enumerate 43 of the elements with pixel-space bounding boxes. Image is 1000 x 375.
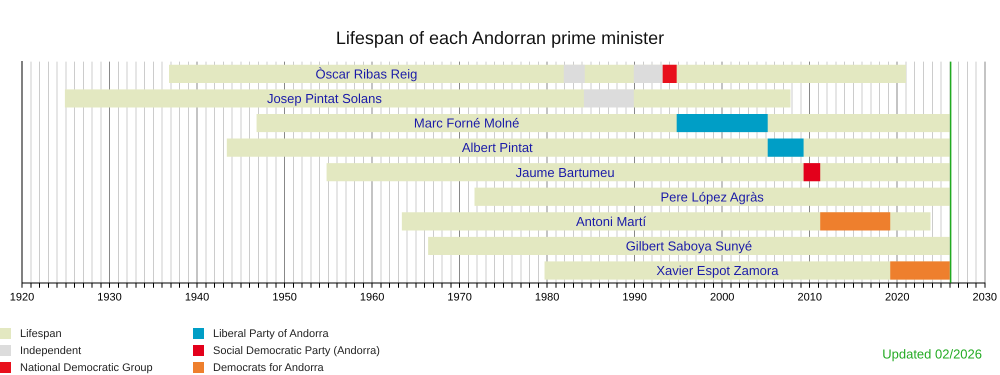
chart-title: Lifespan of each Andorran prime minister [336,28,664,48]
y-tick-label: Pere López Agràs [660,189,764,204]
ref-line-label: Updated 02/2026 [882,346,982,362]
bar [820,212,890,230]
bar [890,261,950,280]
bar [584,89,634,108]
bar [64,89,790,108]
bar [326,163,950,182]
y-tick-label: Antoni Martí [576,214,646,229]
y-tick-label: Xavier Espot Zamora [656,263,780,278]
y-tick-label: Marc Forné Molné [414,116,520,131]
bar [676,114,768,132]
x-tick-label: 1980 [534,291,560,304]
y-tick-label: Jaume Bartumeu [516,164,615,180]
legend-label: Lifespan [20,328,62,340]
bar [804,163,820,182]
bar [428,236,950,256]
x-tick-label: 2020 [885,291,910,304]
y-tick-label: Josep Pintat Solans [266,91,382,106]
x-tick-label: 1960 [360,291,384,304]
x-tick-label: 2010 [797,291,822,304]
y-tick-label: Albert Pintat [462,140,534,156]
legend-label: National Democratic Group [20,362,153,374]
bar [564,64,585,83]
y-tick-label: Òscar Ribas Reig [315,66,418,82]
legend-label: Liberal Party of Andorra [213,328,329,340]
x-tick-label: 1930 [97,291,122,304]
bar [474,188,950,206]
y-tick-label: Gilbert Saboya Sunyé [626,238,752,254]
bar [768,138,804,157]
x-tick-label: 1920 [10,291,34,304]
x-tick-label: 1950 [272,291,297,304]
x-tick-label: 2030 [972,291,998,304]
bar [226,138,950,157]
legend-label: Social Democratic Party (Andorra) [213,344,380,356]
x-tick-label: 1940 [184,291,210,304]
x-tick-label: 1990 [622,291,647,304]
legend-label: Independent [20,344,82,356]
bar [634,64,663,83]
x-tick-label: 1970 [447,291,472,304]
x-tick-label: 2000 [710,291,734,304]
legend-label: Democrats for Andorra [213,362,324,374]
bar [662,64,677,83]
